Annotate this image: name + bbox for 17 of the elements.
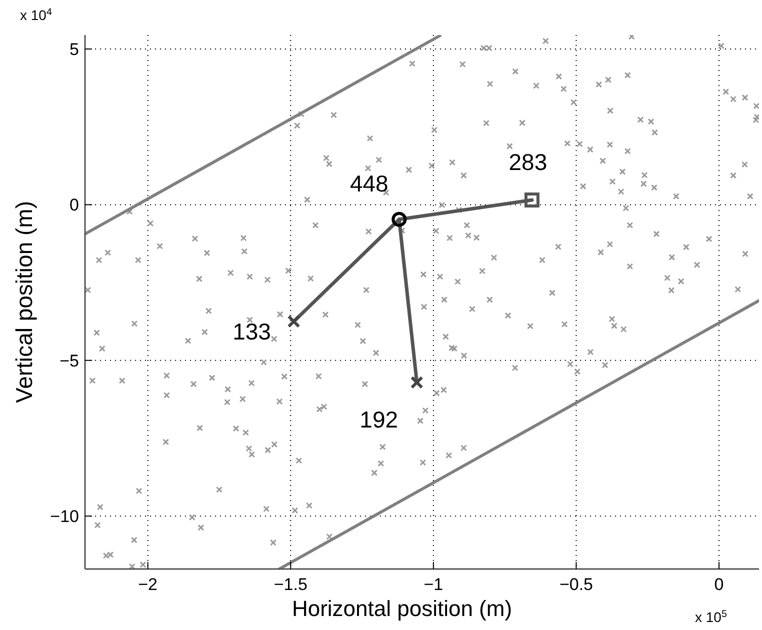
annotation: 283	[508, 149, 548, 176]
x-tick-label: −0.5	[559, 575, 593, 594]
x-axis-title: Horizontal position (m)	[292, 596, 512, 621]
text: x 10$^{4}$	[20, 6, 52, 23]
x-tick-label: 0	[714, 575, 724, 594]
annotation: 192	[360, 406, 398, 432]
y-tick-label: −10	[50, 507, 79, 526]
x-tick-label: −2	[138, 575, 158, 594]
x-tick-label: −1.5	[274, 575, 308, 594]
y-tick-label: −5	[60, 351, 79, 370]
y-tick-label: 0	[70, 196, 79, 215]
y-tick-label: 5	[70, 40, 79, 60]
x-tick-label: −1	[424, 575, 444, 594]
text: x 10$^{5}$	[695, 608, 728, 625]
y-axis-title: Vertical position (m)	[11, 201, 37, 403]
annotation: 448	[350, 170, 388, 196]
annotation: 133	[232, 318, 271, 344]
